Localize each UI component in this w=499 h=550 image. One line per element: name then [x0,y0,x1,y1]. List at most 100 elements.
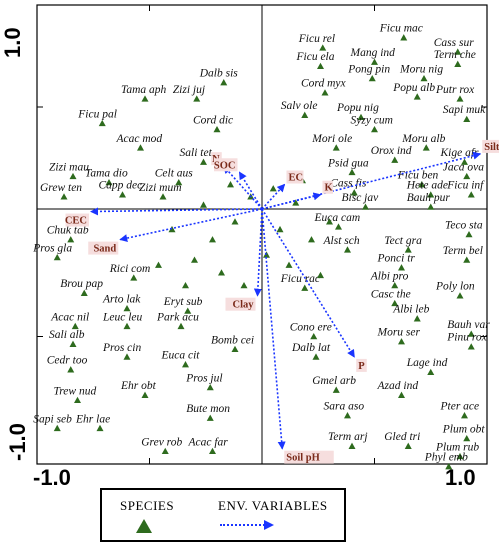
x-tick-right: 1.0 [445,465,476,490]
species-label: Euca cit [161,350,201,362]
species-point [123,304,131,312]
species-label: Brou pap [60,278,103,290]
species-point [404,246,412,253]
species-point [348,442,356,449]
species-label: Cass fis [330,178,367,190]
species-point [391,299,399,307]
species-label: Bisc jav [342,192,380,204]
species-label: Teco sta [445,220,483,232]
species-label: Psid gua [327,157,369,169]
species-point [422,144,430,151]
species-point [227,181,234,188]
species-label: Salv ole [281,100,318,112]
species-point [141,391,149,398]
species-label: Sara aso [324,401,365,413]
species-label: Cedr too [47,355,88,367]
species-label: Mori ole [311,133,352,145]
species-label: Ficu rac [280,273,320,285]
species-point [357,113,365,120]
species-triangle-icon [136,519,152,533]
env-label: CEC [65,216,87,227]
species-label: Kige afr [440,147,480,159]
species-point [335,223,342,230]
species-label: Zizi juj [173,84,205,96]
species-point [465,231,473,238]
species-point [326,218,333,225]
species-label: Bute mon [186,403,230,415]
species-label: Tama dio [85,167,128,179]
legend: SPECIES ENV. VARIABLES [100,488,346,542]
env-arrow [223,165,263,210]
env-arrow [261,183,286,210]
species-label: Acac far [188,436,229,448]
species-point [218,269,225,276]
species-label: Lage ind [406,357,448,369]
species-point [200,201,207,208]
species-label: Hete ade [406,180,448,192]
species-label: Plum obt [442,424,486,436]
species-point [398,391,405,398]
env-label-bg [482,139,499,153]
species-label: Orox ind [371,145,412,157]
species-point [456,292,464,299]
species-label: Popu nig [336,102,379,114]
species-point [332,144,340,151]
species-point [159,193,167,200]
species-point [301,111,309,118]
species-point [67,366,75,373]
species-label: Dalb sis [199,68,239,80]
species-label: Sali alb [49,329,85,341]
env-label-bg [322,180,333,194]
y-tick-top: 1.0 [0,27,25,58]
species-point [463,115,471,123]
species-point [177,322,185,330]
species-label: Arto lak [102,293,141,305]
species-point [285,261,293,268]
species-point [350,189,358,196]
species-label: Alst sch [323,235,360,247]
species-point [276,225,284,233]
species-point [344,246,351,253]
species-label: Pros jul [185,373,222,385]
species-point [53,253,61,261]
species-label: Gmel arb [312,375,356,387]
species-point [182,282,189,289]
species-label: Phyl emb [424,452,468,464]
species-point [74,396,81,404]
species-label: Pinu rox [446,332,487,344]
species-point [456,452,464,460]
species-point [319,44,327,51]
species-point [413,315,421,322]
env-label: Soil pH [286,453,320,464]
species-point [332,386,340,393]
species-label: Ficu rel [298,33,335,45]
species-point [454,48,462,55]
x-tick-left: -1.0 [33,465,71,490]
species-point [467,191,475,198]
species-point [175,178,183,186]
species-label: Moru nig [399,63,443,75]
species-point [184,307,192,314]
species-point [161,447,169,455]
env-variables-layer: SiltCECSandNSOCECKClayPSoil pH [65,139,499,464]
species-point [220,79,228,86]
species-point [209,447,216,455]
species-point [231,218,239,225]
species-point [461,412,468,419]
env-label: Sand [93,244,116,255]
species-label: Ficu mac [379,23,423,35]
env-arrowhead-icon [264,520,274,530]
species-point [123,322,131,330]
species-point [362,203,369,210]
env-arrow [261,208,286,450]
species-point [191,256,198,263]
env-label-bg [225,297,256,311]
species-point [213,125,221,133]
species-point [60,193,68,200]
species-label: Dalb lat [291,342,331,354]
species-label: Acac nil [50,311,89,323]
env-label: P [358,361,365,372]
species-point [344,412,351,419]
species-label: Ficu ela [296,51,335,63]
env-label: K [325,183,334,194]
